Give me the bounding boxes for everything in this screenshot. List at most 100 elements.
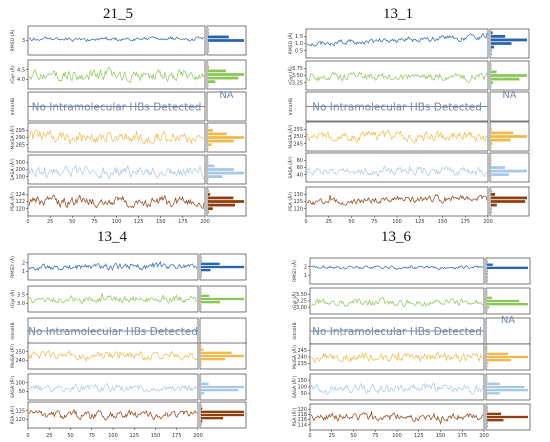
y-tick-label: 50 (301, 391, 307, 397)
histogram-bar (201, 291, 202, 294)
series-line (28, 409, 198, 421)
series-line (28, 164, 205, 180)
histogram-bar (208, 83, 209, 87)
x-tick-label: 25 (47, 219, 53, 225)
histogram-bar (201, 407, 203, 410)
histogram-bar (491, 52, 492, 56)
y-axis-label: RMSD (Å) (287, 32, 294, 54)
x-tick-label: 125 (415, 219, 425, 225)
plot-frame (309, 257, 485, 285)
histogram-bar (487, 392, 500, 395)
histogram-bar (491, 142, 493, 146)
y-tick-label: 290 (15, 135, 25, 141)
x-tick-label: 150 (156, 219, 166, 225)
histogram-frame (206, 91, 247, 122)
histogram-bar (201, 297, 244, 301)
histogram-bar (491, 162, 492, 166)
row-rmsd: RMSD (Å) 2 1 (9, 253, 247, 281)
histogram-bar (491, 155, 492, 159)
histogram-bar (208, 35, 229, 39)
plot-frame (305, 186, 489, 217)
y-tick-label: 50 (19, 389, 25, 395)
x-tick-label: 75 (91, 219, 97, 225)
histogram-bar (208, 157, 209, 161)
y-tick-label: 100 (15, 174, 25, 180)
row-intrahb: intraHB No Intramolecular HBs Detected NA (10, 90, 247, 122)
histogram-bar (208, 146, 209, 150)
histogram-frame (199, 317, 247, 345)
histogram-bar (208, 128, 213, 132)
y-axis-label: SASA (Å²) (9, 376, 16, 399)
na-label: NA (219, 90, 233, 101)
histogram-bar (491, 34, 506, 38)
panel-title-21_5: 21_5 (103, 6, 133, 22)
histogram-bar (208, 160, 209, 164)
histogram-bar (487, 365, 488, 368)
y-tick-label: 100 (297, 385, 307, 391)
histogram-bar (201, 345, 202, 348)
y-tick-label: 40 (297, 172, 303, 178)
na-label: NA (502, 90, 516, 101)
y-tick-label: 295 (15, 128, 25, 134)
y-tick-label: 4.0 (17, 77, 25, 83)
row-rmsd: RMSD (Å) 1.51.00.5 (287, 28, 530, 59)
y-tick-label: 250 (293, 134, 303, 140)
histogram-bar (491, 196, 527, 200)
y-tick-label: 0.5 (295, 48, 303, 54)
x-tick-label: 25 (326, 219, 332, 225)
histogram-bar (208, 46, 209, 50)
x-tick-label: 200 (200, 219, 210, 225)
histogram-bar (491, 135, 527, 138)
histogram-bar (208, 164, 215, 168)
histogram-bar (201, 364, 202, 367)
y-tick-label: 3.50 (292, 73, 303, 79)
x-tick-label: 175 (178, 219, 188, 225)
histogram-bar (201, 392, 205, 395)
histogram-bar (487, 276, 488, 279)
histogram-bar (201, 395, 202, 398)
histogram-bar (201, 268, 211, 272)
histogram-bar (201, 354, 244, 358)
histogram-bar (201, 272, 202, 275)
y-tick-label: 240 (297, 355, 307, 361)
histogram-bar (201, 388, 239, 392)
histogram-bar (208, 210, 209, 214)
y-tick-label: 116 (297, 417, 307, 423)
panel-13_4: RMSD (Å) 2 1 rGyr (Å) 3.5 3.0 intraHB No Intram… (9, 253, 247, 439)
row-rgyr: rGyr (Å) 4.5 4.0 (9, 59, 247, 90)
y-tick-label: 255 (293, 127, 303, 133)
histogram-bar (487, 376, 488, 379)
row-rgyr: rGyr (Å)3.753.503.25 (287, 60, 530, 91)
series-line (310, 265, 484, 270)
histogram-bar (491, 145, 492, 149)
y-tick-label: 3.25 (296, 299, 307, 305)
y-tick-label: 1.5 (295, 34, 303, 40)
y-axis-label: intraHB (10, 322, 16, 339)
x-tick-label: 75 (371, 219, 377, 225)
histogram-bar (201, 357, 226, 361)
series-line (28, 194, 205, 210)
y-axis-label: SASA (Å²) (287, 156, 294, 179)
histogram-bar (201, 262, 220, 266)
y-tick-label: 235 (297, 361, 307, 367)
series-line (28, 36, 205, 43)
histogram-bar (201, 256, 202, 259)
row-intrahb: intraHB No Intramolecular HBs Detected NA (288, 90, 530, 122)
histogram-bar (208, 62, 209, 66)
row-intrahb: intraHB No Intramolecular HBs Detected (10, 317, 247, 345)
plot-frame (27, 186, 206, 217)
plot-frame (305, 121, 489, 152)
x-tick-label: 100 (392, 219, 402, 225)
panel-13_6: RMSD (Å) 2 1 rGyr (Å)3.503.253.00 intraHB No … (291, 257, 531, 439)
y-tick-label: 250 (15, 349, 25, 355)
y-axis-label: MolSA (Å²) (9, 344, 16, 368)
y-tick-label: 125 (293, 199, 303, 205)
x-tick-label: 175 (172, 433, 182, 439)
histogram-bar (491, 42, 512, 45)
y-tick-label: 150 (297, 378, 307, 384)
